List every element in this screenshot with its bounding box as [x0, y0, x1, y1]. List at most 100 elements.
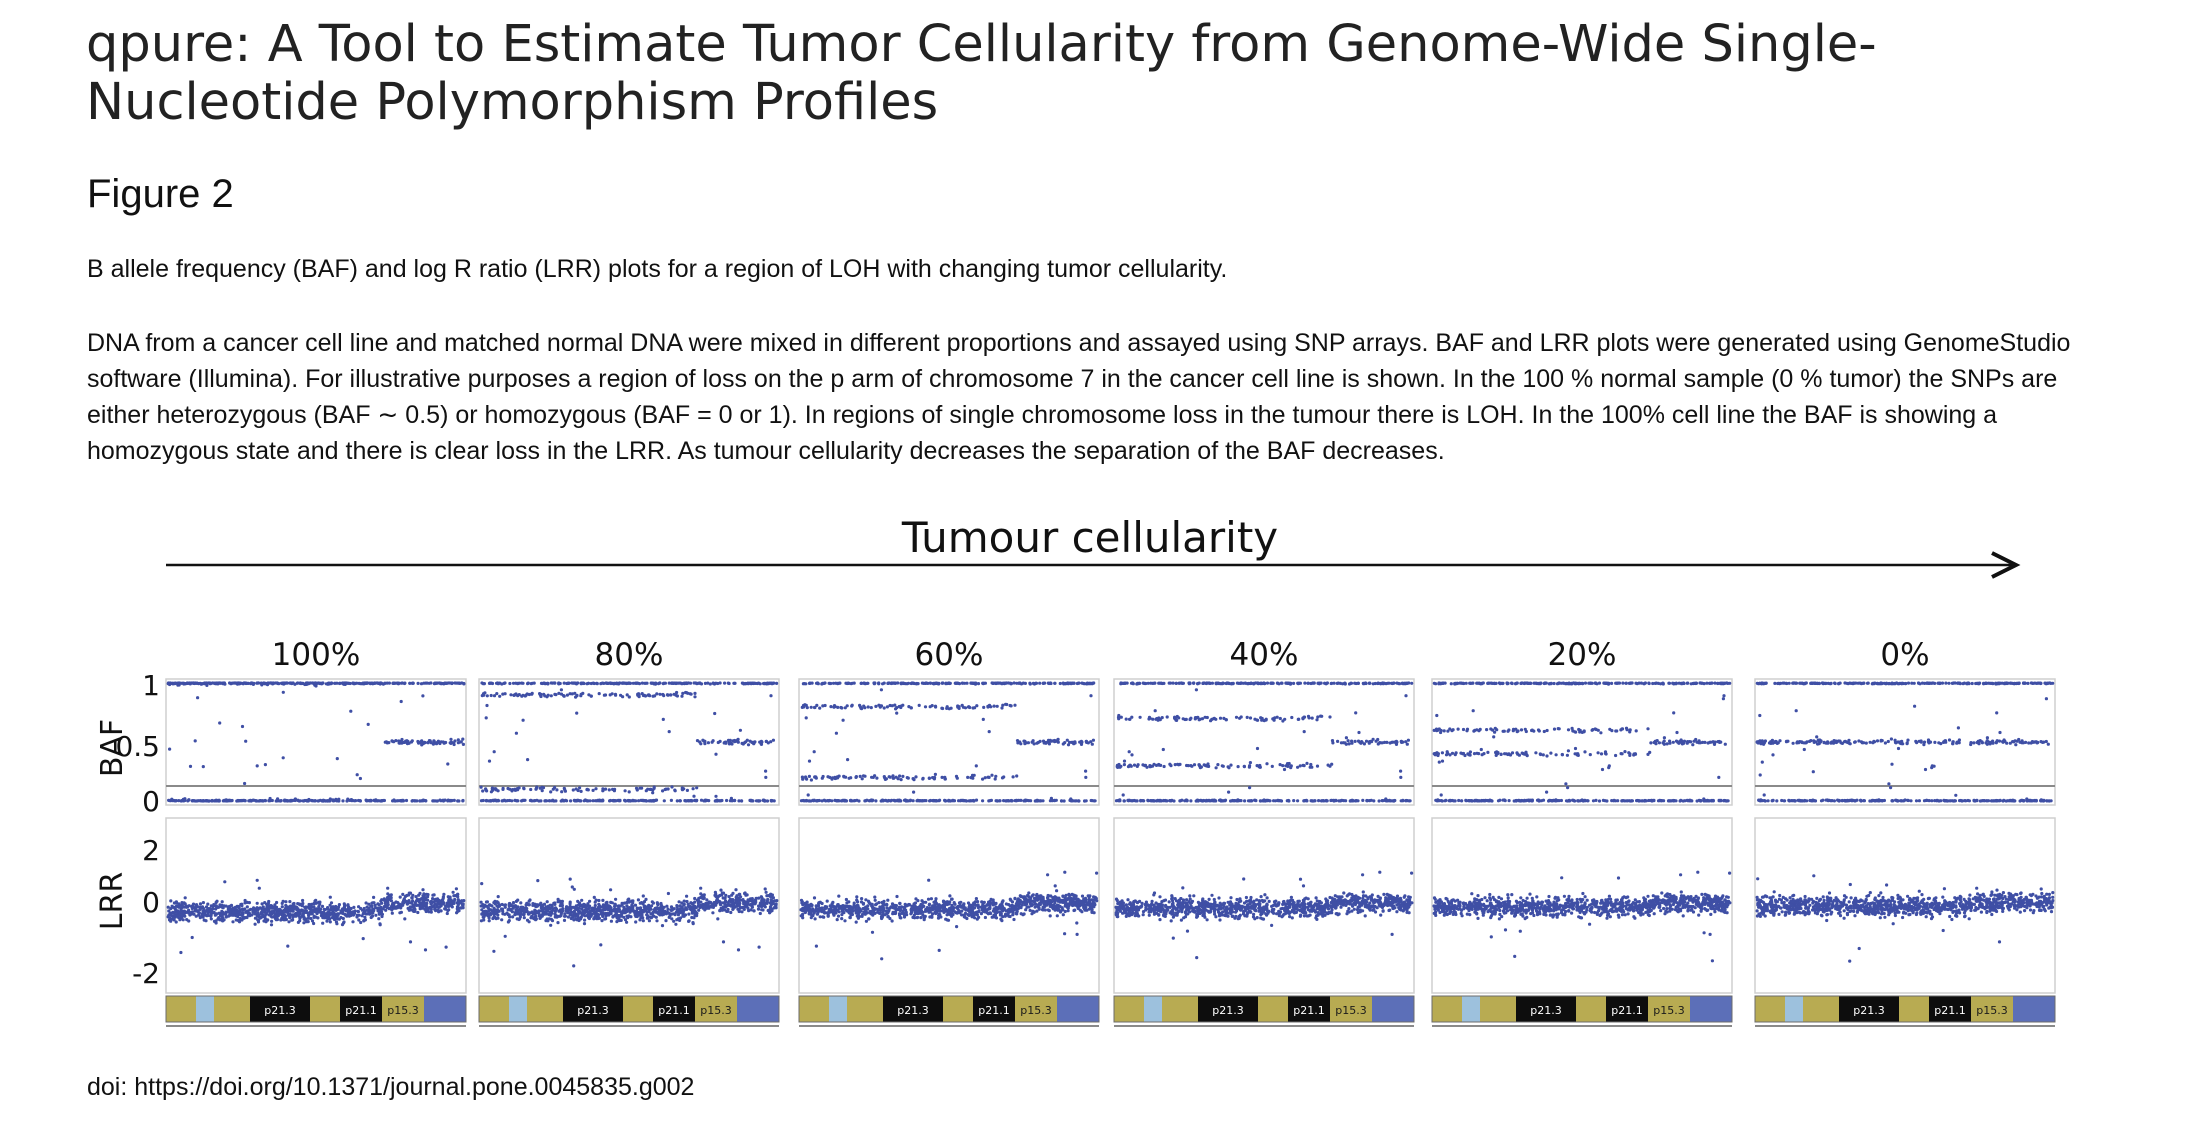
baf-point [254, 799, 259, 803]
baf-point [192, 799, 196, 803]
lrr-point [854, 920, 858, 924]
baf-point [899, 681, 903, 685]
lrr-point [267, 899, 271, 904]
baf-point [727, 681, 731, 686]
lrr-point [564, 909, 568, 913]
lrr-point [592, 910, 596, 914]
baf-point [757, 681, 761, 685]
baf-point [449, 799, 453, 803]
baf-point [514, 799, 519, 803]
baf-point [834, 776, 838, 780]
lrr-point [414, 895, 418, 899]
baf-point [940, 681, 945, 685]
lrr-point [589, 914, 593, 918]
lrr-point [444, 904, 448, 908]
lrr-point [200, 905, 205, 909]
lrr-point [919, 916, 923, 920]
lrr-point [538, 916, 542, 921]
baf-point [807, 799, 811, 803]
lrr-point [402, 900, 406, 904]
lrr-point [373, 903, 377, 908]
lrr-point [304, 905, 308, 909]
baf-point [1024, 741, 1028, 745]
baf-point [708, 682, 712, 686]
baf-point [195, 799, 199, 803]
chromosome-ideogram: p21.3 p21.1 p15.3 [478, 995, 780, 1023]
baf-point [585, 787, 589, 792]
baf-point [692, 681, 696, 685]
baf-point [662, 681, 666, 685]
lrr-point [184, 905, 188, 909]
caption-body: DNA from a cancer cell line and matched … [87, 329, 2071, 465]
baf-point [991, 681, 995, 685]
baf-point [891, 774, 895, 778]
lrr-point [320, 904, 325, 909]
lrr-point [1012, 917, 1016, 922]
baf-point [485, 694, 489, 698]
lrr-point [180, 901, 184, 905]
lrr-point [372, 895, 376, 900]
baf-tick-label: 1 [142, 669, 160, 702]
baf-point [399, 699, 403, 704]
lrr-point [814, 944, 819, 948]
baf-point [210, 799, 214, 803]
lrr-point [398, 895, 402, 899]
baf-point [1041, 681, 1045, 686]
baf-point [749, 682, 753, 686]
lrr-point [257, 907, 261, 911]
lrr-point [235, 904, 239, 909]
baf-point [666, 693, 670, 697]
lrr-point [723, 902, 727, 906]
arrow-head-icon [1991, 551, 2021, 579]
baf-point [1045, 740, 1049, 744]
baf-point [986, 704, 990, 708]
baf-point [441, 799, 446, 803]
baf-point [399, 681, 404, 685]
baf-point [177, 799, 181, 803]
lrr-point [269, 904, 273, 908]
lrr-point [1048, 914, 1052, 918]
lrr-point [187, 908, 191, 912]
lrr-point [355, 915, 359, 919]
lrr-point [288, 904, 292, 908]
lrr-point [627, 897, 631, 901]
lrr-point [757, 904, 761, 908]
baf-point [807, 759, 812, 763]
lrr-point [377, 917, 381, 921]
lrr-point [767, 909, 771, 913]
lrr-point [243, 916, 247, 920]
baf-point [924, 681, 928, 685]
lrr-point [377, 912, 381, 916]
baf-point [890, 704, 894, 708]
lrr-point [328, 920, 332, 924]
lrr-point [192, 912, 196, 916]
baf-point [188, 681, 192, 685]
lrr-point [531, 916, 535, 920]
lrr-point [183, 914, 187, 918]
baf-point [300, 681, 304, 686]
baf-point [559, 688, 564, 692]
baf-point [662, 799, 666, 803]
panel-label: 80% [595, 637, 664, 673]
baf-point [966, 775, 970, 780]
lrr-point [220, 900, 224, 904]
lrr-point [705, 898, 709, 902]
baf-tick-label: 0.5 [115, 730, 160, 763]
baf-point [869, 798, 874, 802]
baf-point [1001, 703, 1005, 707]
lrr-point [417, 903, 421, 907]
baf-point [345, 681, 349, 685]
lrr-point [312, 901, 316, 906]
lrr-point [407, 891, 411, 895]
baf-point [549, 790, 553, 794]
baf-point [707, 799, 711, 803]
baf-point [240, 724, 245, 729]
lrr-tick-label: 0 [142, 886, 160, 919]
lrr-point [241, 908, 245, 912]
lrr-point [309, 912, 313, 916]
lrr-point [605, 911, 609, 916]
lrr-point [645, 905, 649, 910]
lrr-point [425, 892, 429, 896]
ideogram-band-label: p15.3 [700, 1004, 731, 1017]
baf-point [914, 775, 918, 779]
